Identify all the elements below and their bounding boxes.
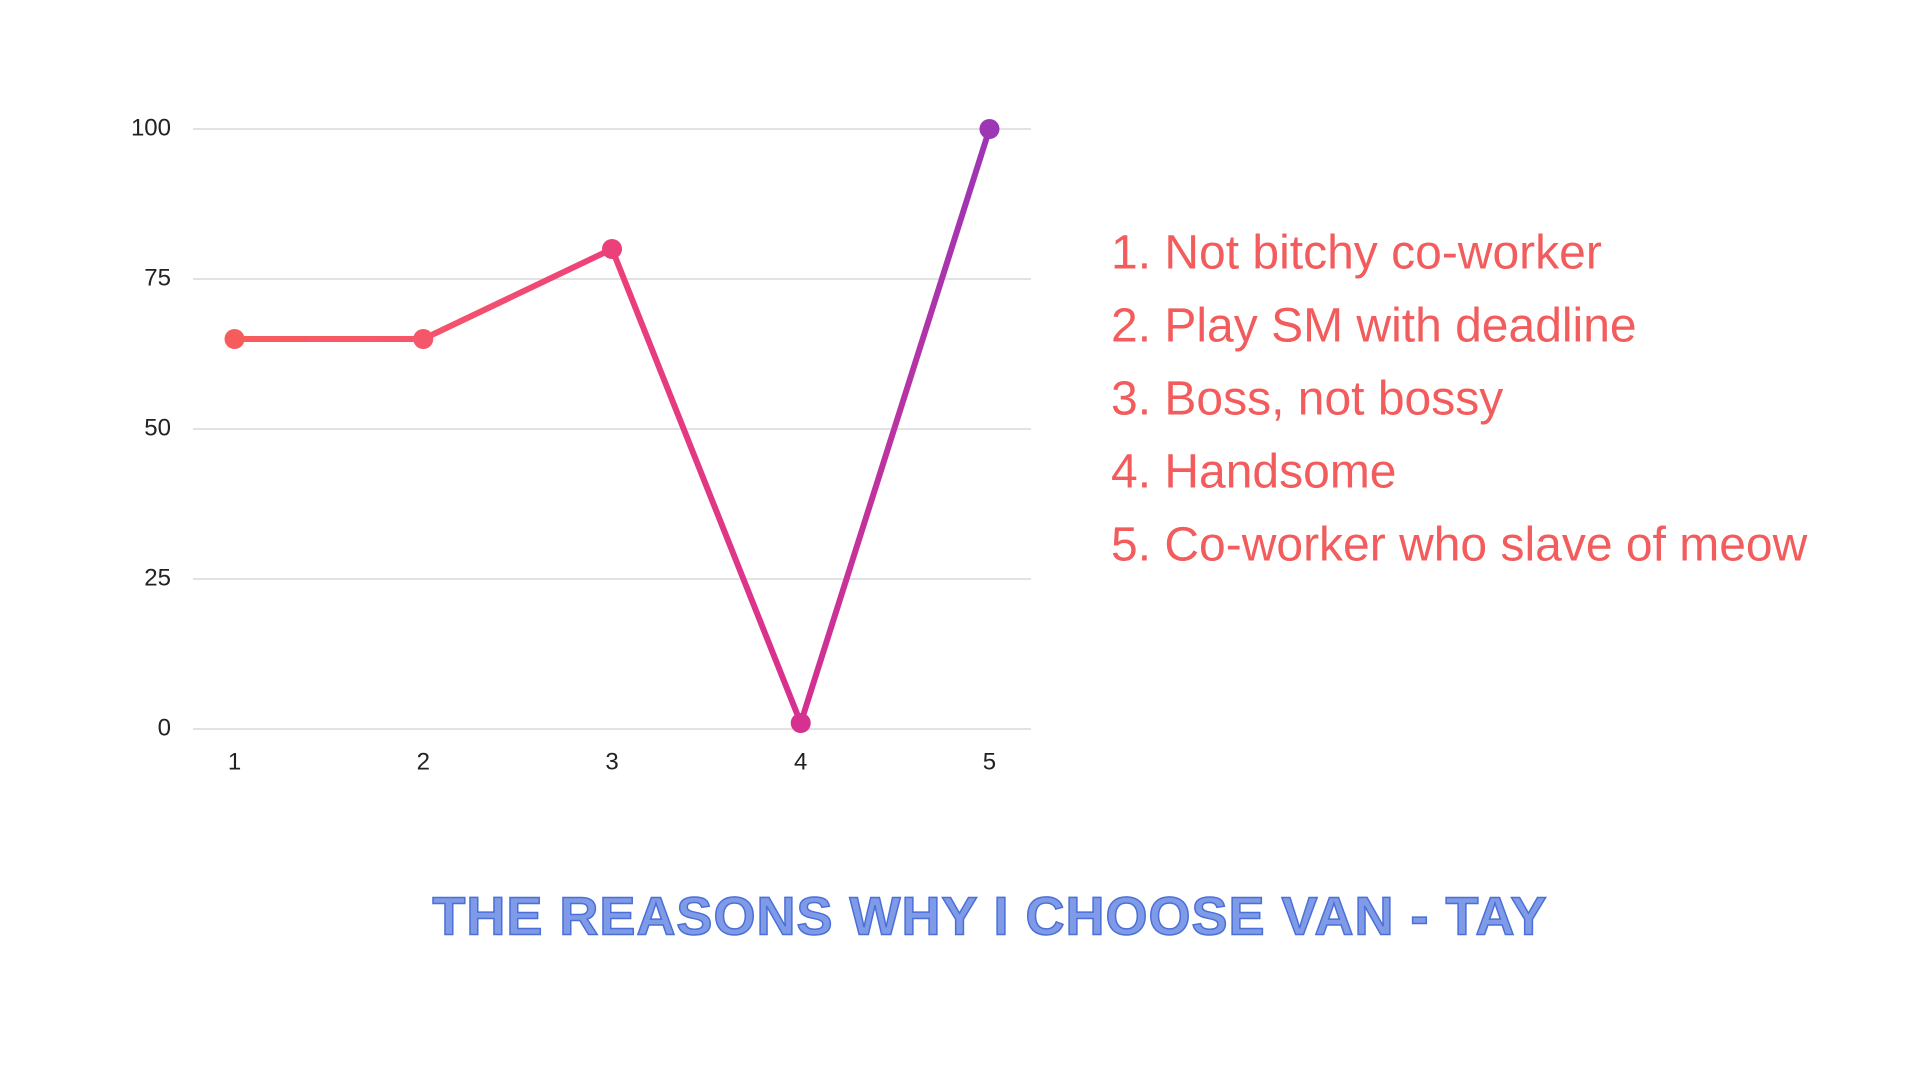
point <box>602 239 622 259</box>
point <box>224 329 245 349</box>
note: 3. Boss, not bossy <box>1111 373 1503 426</box>
y-tick-label: 0 <box>158 714 171 741</box>
x-tick-label: 3 <box>605 748 618 775</box>
y-tick-label: 25 <box>144 564 171 591</box>
note: 5. Co-worker who slave of meow <box>1111 519 1808 572</box>
y-tick-label: 100 <box>131 114 171 141</box>
x-tick-label: 5 <box>983 748 996 775</box>
note: 1. Not bitchy co-worker <box>1111 227 1602 280</box>
chart-title: THE REASONS WHY I CHOOSE VAN - TAY <box>432 886 1547 946</box>
y-tick-label: 75 <box>144 264 171 291</box>
point <box>413 329 434 349</box>
y-tick-label: 50 <box>144 414 171 441</box>
point <box>979 119 1000 139</box>
point <box>790 713 811 733</box>
line <box>234 128 993 726</box>
x-tick-label: 2 <box>417 748 430 775</box>
note: 4. Handsome <box>1111 446 1397 499</box>
note: 2. Play SM with deadline <box>1111 300 1637 353</box>
x-tick-label: 4 <box>794 748 807 775</box>
x-tick-label: 1 <box>228 748 241 775</box>
